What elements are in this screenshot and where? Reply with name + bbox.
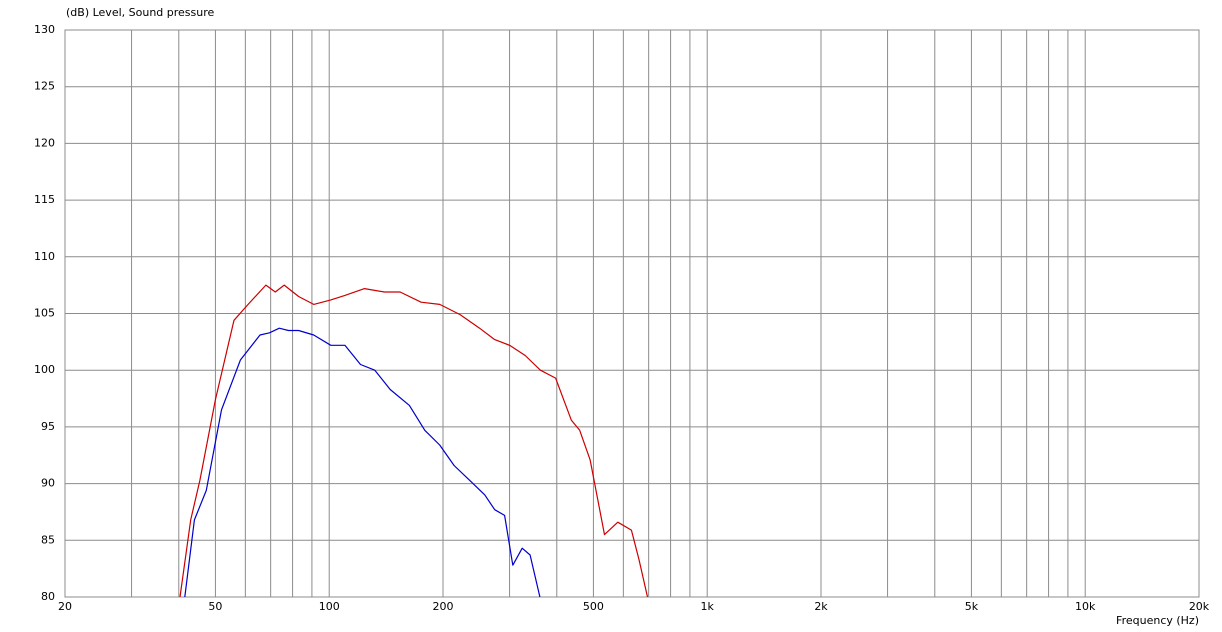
y-tick-label: 125 [34,80,55,93]
lines [179,284,649,597]
x-tick-label: 500 [583,600,604,613]
grid [64,29,1200,598]
x-tick-label: 5k [965,600,979,613]
x-axis-title: Frequency (Hz) [1116,614,1199,627]
y-tick-label: 115 [34,193,55,206]
y-tick-label: 95 [41,420,55,433]
y-tick-label: 120 [34,136,55,149]
x-tick-label: 20k [1189,600,1210,613]
y-tick-label: 130 [34,23,55,36]
x-tick-label: 50 [208,600,222,613]
y-tick-label: 105 [34,307,55,320]
y-tick-label: 100 [34,363,55,376]
x-tick-label: 100 [319,600,340,613]
series-line [184,327,541,597]
y-axis-title: (dB) Level, Sound pressure [66,6,215,19]
x-tick-label: 10k [1075,600,1096,613]
y-tick-label: 85 [41,533,55,546]
series-line [179,284,649,597]
y-tick-label: 80 [41,590,55,603]
x-tick-label: 20 [58,600,72,613]
x-tick-label: 1k [701,600,715,613]
y-tick-label: 110 [34,250,55,263]
x-tick-label: 2k [814,600,828,613]
y-tick-label: 90 [41,477,55,490]
x-tick-label: 200 [433,600,454,613]
